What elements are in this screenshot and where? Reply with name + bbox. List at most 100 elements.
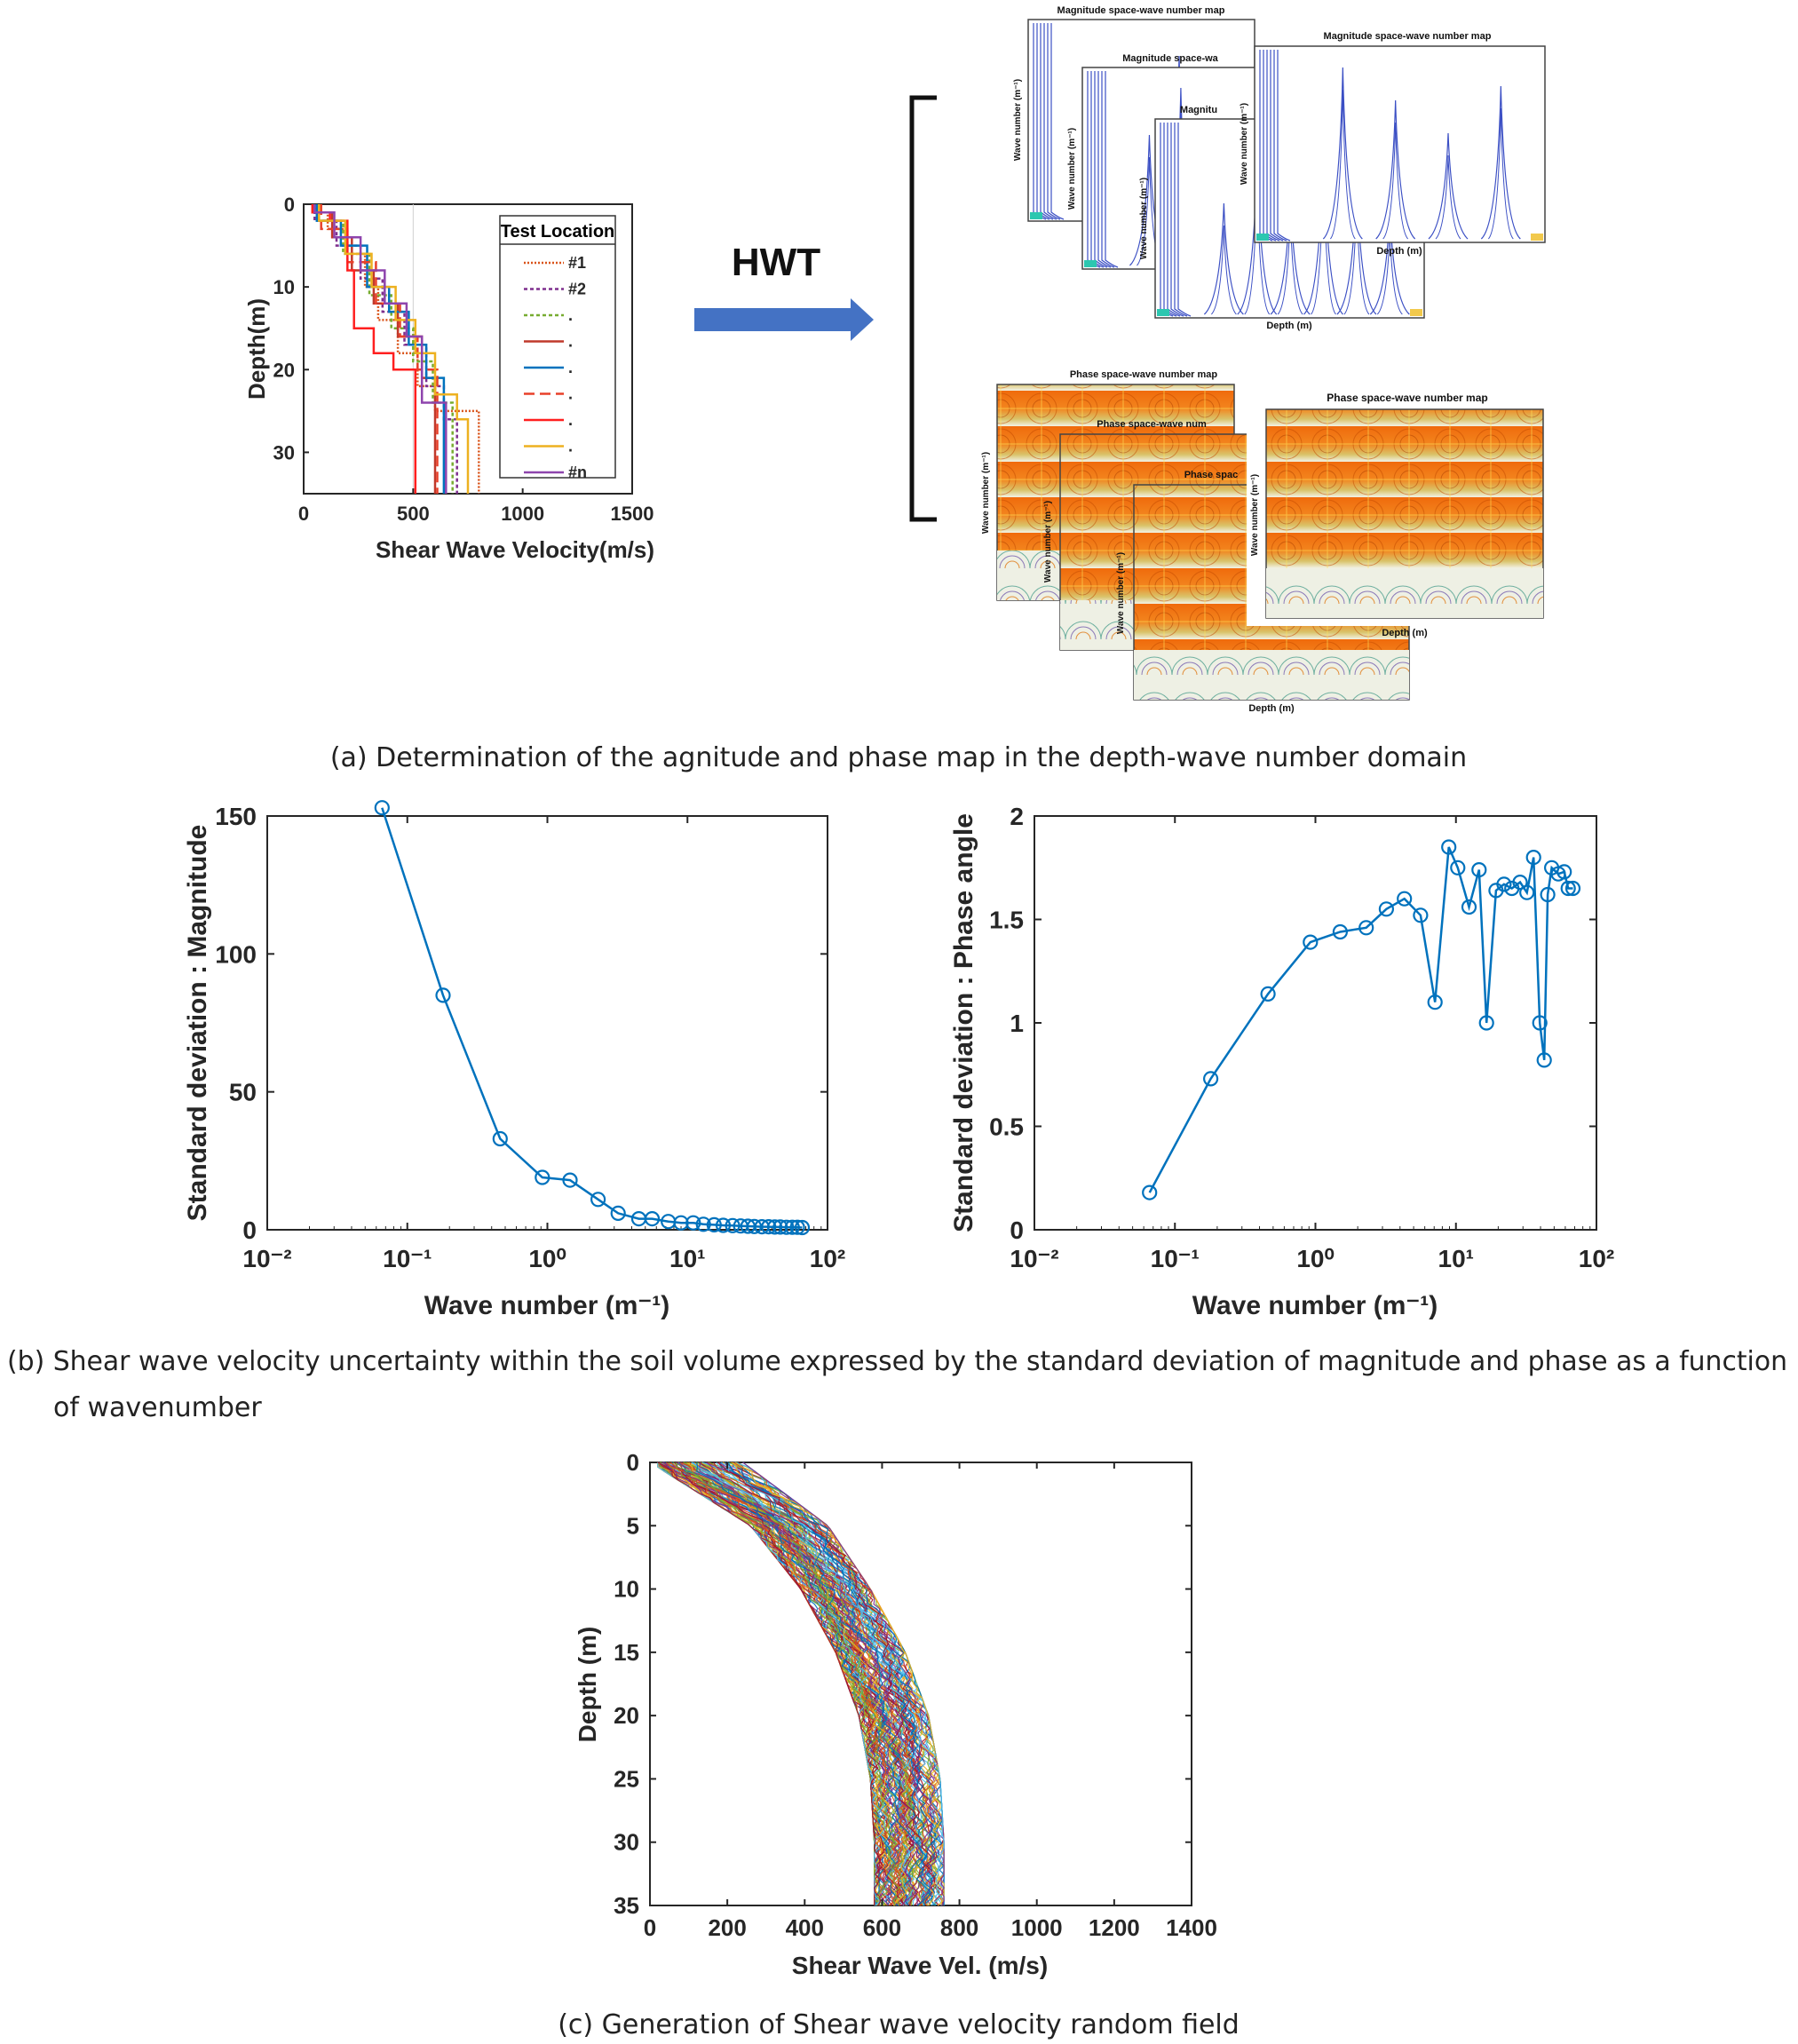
realization-line bbox=[733, 1462, 930, 1906]
caption-b-line1: (b) Shear wave velocity uncertainty with… bbox=[7, 1346, 1787, 1377]
data-point bbox=[590, 1192, 606, 1208]
data-point bbox=[779, 1219, 795, 1235]
magnitude-map-frame bbox=[1254, 45, 1546, 243]
profile-series-7 bbox=[311, 204, 417, 494]
contour-peak bbox=[1435, 154, 1461, 240]
realization-line bbox=[725, 1462, 937, 1906]
contour-line bbox=[1105, 71, 1119, 268]
legend-entry: . bbox=[568, 385, 573, 403]
random-field-chart: 0 200 400 600 800 1000 1200 140005101520253035 … bbox=[574, 1449, 1217, 1979]
phase-ticks: 10⁻² 10⁻¹ 10⁰ 10¹ 10² 0 0.5 1 1.5 2 bbox=[989, 803, 1614, 1272]
legend-entry: #n bbox=[568, 463, 587, 481]
y-tick-label: 20 bbox=[614, 1702, 639, 1729]
contour-line bbox=[1170, 123, 1184, 317]
legend-box bbox=[499, 215, 616, 479]
data-point bbox=[1461, 899, 1477, 915]
y-tick-label: 0 bbox=[627, 1449, 639, 1476]
data-point bbox=[610, 1205, 626, 1222]
data-point bbox=[706, 1216, 722, 1233]
bracket-icon bbox=[909, 95, 937, 522]
data-point bbox=[746, 1218, 763, 1234]
x-tick-label: 10⁰ bbox=[1296, 1245, 1334, 1272]
data-point bbox=[695, 1216, 711, 1232]
y-tick-label: 10 bbox=[273, 276, 295, 298]
phase-std-chart: 10⁻² 10⁻¹ 10⁰ 10¹ 10² 0 0.5 1 1.5 2 Wave number (… bbox=[949, 803, 1614, 1320]
y-tick-label: 35 bbox=[614, 1892, 639, 1919]
contour-corner bbox=[1531, 234, 1543, 241]
realization-line bbox=[709, 1462, 934, 1906]
legend-entry: . bbox=[568, 359, 573, 376]
contour-peak bbox=[1329, 89, 1356, 240]
magnitude-xlabel: Wave number (m⁻¹) bbox=[424, 1291, 669, 1320]
data-point bbox=[1202, 1071, 1219, 1087]
data-point bbox=[1519, 884, 1535, 900]
x-tick-label: 10⁻² bbox=[242, 1245, 291, 1272]
phase-ylabel: Standard deviation : Phase angle bbox=[949, 813, 978, 1232]
data-point bbox=[1142, 1184, 1158, 1200]
x-tick-label: 1400 bbox=[1166, 1914, 1217, 1941]
contour-corner bbox=[1256, 234, 1269, 241]
profile-series-2 bbox=[313, 204, 458, 494]
realization-line bbox=[695, 1462, 906, 1906]
magnitude-map-ylabel: Wave number (m⁻¹) bbox=[1139, 178, 1149, 259]
contour-line bbox=[1273, 50, 1287, 242]
data-point bbox=[1358, 920, 1374, 936]
y-tick-label: 0 bbox=[242, 1216, 257, 1244]
data-point bbox=[1378, 901, 1395, 917]
data-point bbox=[492, 1130, 508, 1147]
data-point bbox=[725, 1217, 741, 1233]
phase-map-title: Phase space-wave number map bbox=[1327, 392, 1487, 404]
data-point bbox=[794, 1219, 811, 1236]
data-point bbox=[772, 1219, 788, 1235]
data-point bbox=[784, 1219, 800, 1235]
realization-line bbox=[722, 1462, 939, 1906]
y-tick-label: 150 bbox=[215, 803, 257, 830]
x-tick-label: 400 bbox=[786, 1914, 824, 1941]
x-tick-label: 1500 bbox=[611, 503, 654, 525]
y-tick-label: 1 bbox=[1010, 1010, 1024, 1037]
data-point bbox=[789, 1219, 805, 1235]
data-point bbox=[1413, 907, 1429, 923]
phase-map-ylabel: Wave number (m⁻¹) bbox=[1043, 501, 1053, 582]
contour-line bbox=[1097, 71, 1112, 268]
contour-peak bbox=[1480, 85, 1521, 240]
magnitude-series bbox=[374, 800, 811, 1236]
contour-line bbox=[1043, 23, 1057, 220]
phase-map-xlabel: Depth (m) bbox=[1382, 628, 1428, 638]
y-tick-label: 25 bbox=[614, 1765, 639, 1792]
magnitude-map-title: Magnitude space-wa bbox=[1122, 53, 1218, 64]
data-point bbox=[1556, 864, 1572, 880]
phase-map-title: Phase space-wave number map bbox=[1070, 369, 1218, 380]
contour-peak bbox=[1203, 202, 1244, 315]
contour-line bbox=[1050, 23, 1065, 220]
x-tick-label: 800 bbox=[940, 1914, 978, 1941]
data-point bbox=[1564, 880, 1581, 897]
right-arrow-icon bbox=[694, 298, 874, 341]
realization-line bbox=[737, 1462, 945, 1905]
data-point bbox=[761, 1218, 777, 1235]
realization-line bbox=[668, 1462, 899, 1906]
profile-ticks: 0 500 1000 1500 0 10 20 30 bbox=[273, 194, 654, 525]
magnitude-std-chart: 10⁻² 10⁻¹ 10⁰ 10¹ 10² 0 50 100 150 Wave number (… bbox=[183, 800, 845, 1320]
phase-map-ylabel: Wave number (m⁻¹) bbox=[1250, 474, 1260, 556]
phase-series bbox=[1142, 839, 1581, 1200]
y-tick-label: 1.5 bbox=[989, 907, 1024, 934]
phase-map-ylabel: Wave number (m⁻¹) bbox=[1116, 552, 1126, 634]
legend-entry: . bbox=[568, 411, 573, 429]
series-line bbox=[381, 807, 803, 1229]
y-tick-label: 20 bbox=[273, 359, 295, 381]
x-tick-label: 200 bbox=[708, 1914, 746, 1941]
contour-line bbox=[1277, 50, 1291, 242]
magnitude-map-stack: Magnitude space-wave number map Wave num… bbox=[1013, 5, 1546, 331]
data-point bbox=[1260, 986, 1276, 1002]
realization-line bbox=[689, 1462, 917, 1906]
phase-plot-frame bbox=[1034, 815, 1597, 1231]
data-point bbox=[644, 1210, 661, 1227]
contour-line bbox=[1101, 71, 1115, 268]
contour-peak bbox=[1375, 99, 1416, 240]
phase-map-title: Phase space-wave num bbox=[1097, 419, 1207, 430]
phase-map-xlabel: Depth (m) bbox=[1248, 703, 1295, 714]
y-tick-label: 10 bbox=[614, 1576, 639, 1603]
x-tick-label: 10¹ bbox=[669, 1245, 705, 1272]
